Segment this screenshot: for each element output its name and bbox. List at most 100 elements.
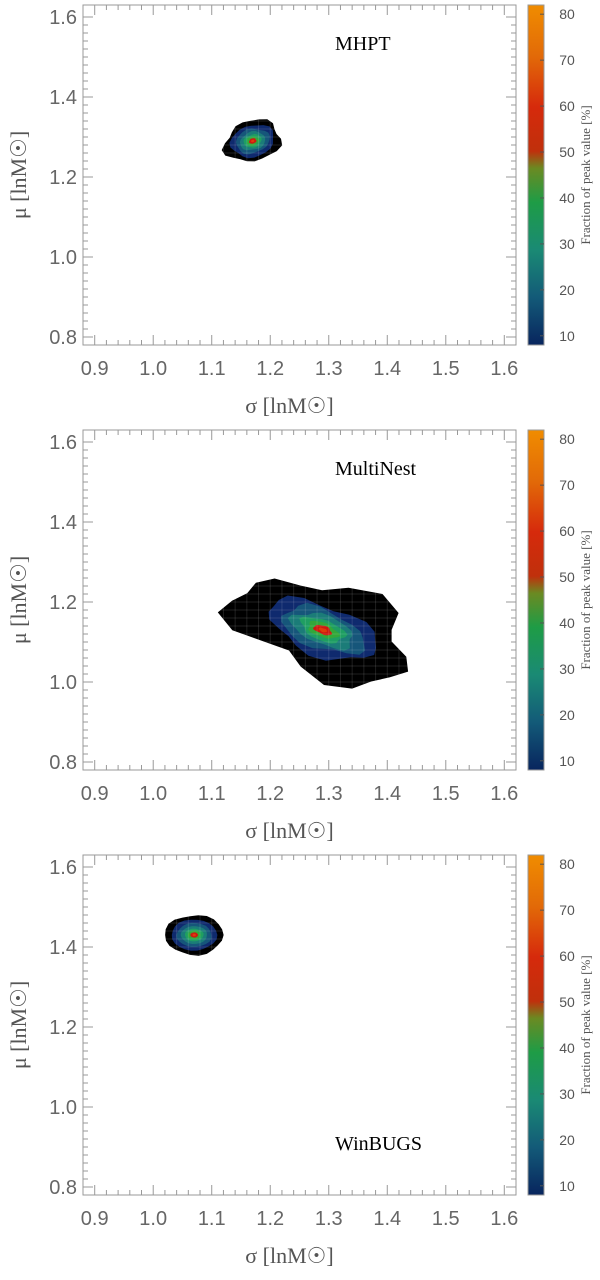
x-tick-label: 1.2 — [256, 783, 284, 805]
colorbar-label: Fraction of peak value [%] — [578, 530, 593, 669]
x-tick-label: 1.4 — [373, 1208, 401, 1230]
y-tick-label: 1.0 — [49, 247, 77, 269]
colorbar-tick-label: 80 — [559, 6, 575, 22]
panel-title: MultiNest — [335, 458, 417, 480]
contour-group — [217, 578, 409, 689]
y-tick-label: 1.6 — [49, 857, 77, 879]
y-axis-label: μ [lnM☉] — [6, 981, 31, 1069]
panel-title: MHPT — [335, 33, 391, 55]
colorbar-tick-label: 60 — [559, 523, 575, 539]
x-tick-label: 1.5 — [432, 783, 460, 805]
x-tick-label: 1.0 — [139, 1208, 167, 1230]
x-tick-label: 1.6 — [490, 1208, 518, 1230]
y-tick-label: 1.6 — [49, 7, 77, 29]
x-tick-label: 1.6 — [490, 358, 518, 380]
colorbar-tick-label: 80 — [559, 431, 575, 447]
colorbar-tick-label: 10 — [559, 1178, 575, 1194]
x-tick-label: 1.4 — [373, 358, 401, 380]
x-tick-label: 0.9 — [81, 358, 109, 380]
x-tick-label: 1.1 — [198, 1208, 226, 1230]
x-tick-label: 1.0 — [139, 783, 167, 805]
colorbar-scale — [527, 4, 545, 346]
grid-lines — [82, 855, 516, 1196]
colorbar-label: Fraction of peak value [%] — [578, 955, 593, 1094]
colorbar-tick-label: 70 — [559, 902, 575, 918]
x-tick-label: 1.4 — [373, 783, 401, 805]
x-tick-label: 0.9 — [81, 783, 109, 805]
colorbar: 10 20 30 40 50 60 70 80 Fraction of peak value [… — [527, 854, 593, 1196]
colorbar-tick-label: 40 — [559, 190, 575, 206]
y-tick-label: 1.0 — [49, 672, 77, 694]
colorbar-scale — [527, 429, 545, 771]
x-axis-label: σ [lnM☉] — [245, 818, 333, 843]
colorbar-tick-label: 40 — [559, 1040, 575, 1056]
colorbar-tick-label: 40 — [559, 615, 575, 631]
contour-level-8 — [318, 627, 327, 633]
x-tick-label: 1.1 — [198, 783, 226, 805]
panel-2: 0.9 1.0 1.1 1.2 1.3 1.4 1.5 1.6 0.8 1.0 1.2 1.4 1.6 σ… — [6, 429, 593, 843]
colorbar-tick-label: 30 — [559, 661, 575, 677]
y-tick-label: 1.4 — [49, 87, 77, 109]
panel-3: 0.9 1.0 1.1 1.2 1.3 1.4 1.5 1.6 0.8 1.0 1.2 1.4 1.6 σ… — [6, 854, 593, 1268]
colorbar-tick-label: 20 — [559, 1132, 575, 1148]
y-tick-label: 1.2 — [49, 1017, 77, 1039]
y-tick-label: 1.4 — [49, 937, 77, 959]
x-axis: 0.9 1.0 1.1 1.2 1.3 1.4 1.5 1.6 — [81, 5, 518, 380]
colorbar-tick-label: 30 — [559, 236, 575, 252]
y-axis-label: μ [lnM☉] — [6, 556, 31, 644]
x-tick-label: 1.1 — [198, 358, 226, 380]
x-tick-label: 1.6 — [490, 783, 518, 805]
y-axis: 0.8 1.0 1.2 1.4 1.6 — [49, 432, 516, 774]
x-axis: 0.9 1.0 1.1 1.2 1.3 1.4 1.5 1.6 — [81, 430, 518, 805]
x-tick-label: 0.9 — [81, 1208, 109, 1230]
y-tick-label: 1.2 — [49, 167, 77, 189]
colorbar-tick-label: 50 — [559, 994, 575, 1010]
plot-frame — [82, 429, 517, 771]
colorbar-tick-label: 70 — [559, 52, 575, 68]
x-tick-label: 1.5 — [432, 358, 460, 380]
colorbar-scale — [527, 854, 545, 1196]
plot-frame — [82, 4, 517, 346]
y-tick-label: 0.8 — [49, 752, 77, 774]
panel-title: WinBUGS — [335, 1133, 422, 1155]
colorbar-tick-label: 50 — [559, 144, 575, 160]
contour-level-8 — [192, 933, 196, 937]
y-axis-label: μ [lnM☉] — [6, 131, 31, 219]
x-tick-label: 1.3 — [315, 358, 343, 380]
x-axis: 0.9 1.0 1.1 1.2 1.3 1.4 1.5 1.6 — [81, 855, 518, 1230]
colorbar-tick-label: 60 — [559, 948, 575, 964]
x-axis-label: σ [lnM☉] — [245, 393, 333, 418]
y-tick-label: 0.8 — [49, 1177, 77, 1199]
contour-group — [165, 915, 224, 956]
plot-frame — [82, 854, 517, 1196]
x-tick-label: 1.2 — [256, 1208, 284, 1230]
colorbar-tick-label: 80 — [559, 856, 575, 872]
colorbar: 10 20 30 40 50 60 70 80 Fraction of peak value [… — [527, 429, 593, 771]
panel-1: 0.9 1.0 1.1 1.2 1.3 1.4 1.5 1.6 0.8 1.0 1.2 1.4 1.6 σ… — [6, 4, 593, 418]
y-tick-label: 0.8 — [49, 327, 77, 349]
colorbar-label: Fraction of peak value [%] — [578, 105, 593, 244]
x-axis-label: σ [lnM☉] — [245, 1243, 333, 1268]
y-axis: 0.8 1.0 1.2 1.4 1.6 — [49, 857, 516, 1199]
colorbar-tick-label: 20 — [559, 707, 575, 723]
x-tick-label: 1.2 — [256, 358, 284, 380]
colorbar-tick-label: 50 — [559, 569, 575, 585]
grid-lines — [82, 430, 516, 771]
colorbar-tick-label: 60 — [559, 98, 575, 114]
colorbar-tick-label: 10 — [559, 753, 575, 769]
grid-lines — [82, 5, 516, 346]
colorbar-tick-label: 20 — [559, 282, 575, 298]
x-tick-label: 1.5 — [432, 1208, 460, 1230]
contour-group — [221, 119, 283, 162]
x-tick-label: 1.3 — [315, 1208, 343, 1230]
colorbar-tick-label: 30 — [559, 1086, 575, 1102]
colorbar-tick-label: 70 — [559, 477, 575, 493]
y-axis: 0.8 1.0 1.2 1.4 1.6 — [49, 7, 516, 349]
y-tick-label: 1.4 — [49, 512, 77, 534]
contour-level-8 — [250, 139, 255, 143]
y-tick-label: 1.6 — [49, 432, 77, 454]
colorbar: 10 20 30 40 50 60 70 80 Fraction of peak value [… — [527, 4, 593, 346]
x-tick-label: 1.3 — [315, 783, 343, 805]
